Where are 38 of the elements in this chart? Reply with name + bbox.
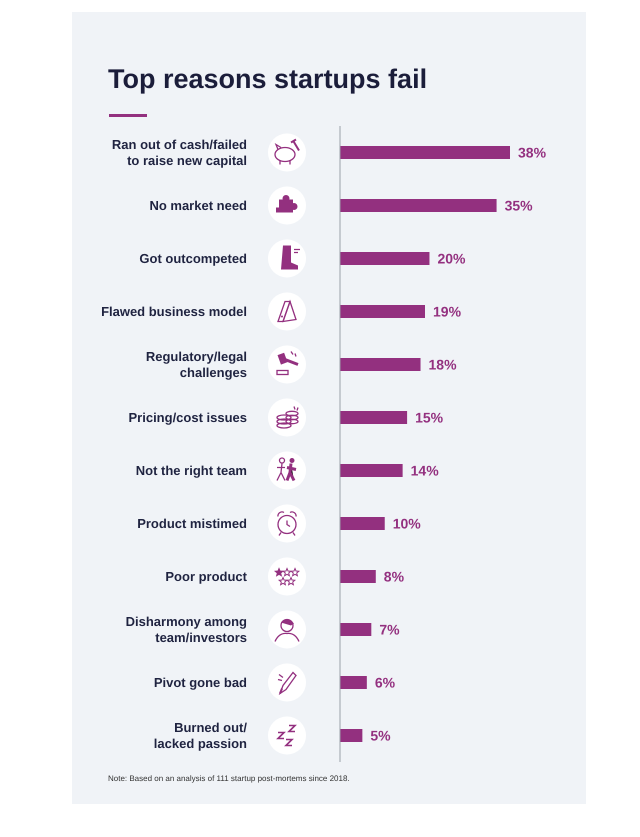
text: Note: Based on an analysis of 111 startup post-mortems since 2018.	[108, 774, 350, 783]
data-label: 10%	[392, 515, 422, 532]
y-tick-label: Got outcompeted	[139, 251, 248, 266]
y-tick-label: Poor product	[165, 569, 248, 584]
bar	[340, 464, 403, 477]
y-tick-label: Pivot gone bad	[154, 675, 248, 690]
data-label: 15%	[415, 409, 444, 426]
bar	[340, 623, 372, 636]
data-label: 18%	[428, 356, 458, 372]
bar	[340, 146, 510, 159]
data-label: 6%	[374, 674, 396, 690]
data-label: 38%	[518, 144, 547, 160]
data-label: 20%	[437, 250, 466, 266]
bar	[340, 411, 408, 424]
bar	[340, 358, 421, 371]
bar	[340, 729, 362, 742]
bar	[340, 676, 367, 689]
y-tick-label: Pricing/cost issues	[128, 410, 247, 426]
data-label: 14%	[410, 462, 440, 478]
data-label: 8%	[384, 568, 405, 584]
bar	[340, 199, 497, 212]
y-tick-label: Ran out of cash/failed to raise new capital	[112, 137, 248, 168]
bar	[340, 252, 430, 265]
data-label: 7%	[379, 621, 400, 638]
bar	[340, 517, 385, 530]
data-label: 5%	[370, 727, 392, 744]
data-label: 19%	[433, 303, 462, 320]
y-tick-label: Regulatory/legal challenges	[146, 349, 247, 380]
bar	[340, 570, 376, 583]
bar	[340, 305, 425, 318]
chart-title: Top reasons startups fail	[108, 64, 428, 95]
y-tick-label: Flawed business model	[101, 304, 247, 320]
y-tick-label: Disharmony among team/investors	[126, 614, 248, 646]
y-tick-label: Burned out/ lacked passion	[154, 720, 248, 752]
y-tick-label: Not the right team	[136, 463, 247, 478]
data-label: 35%	[504, 197, 534, 214]
y-tick-label: No market need	[149, 198, 248, 214]
y-tick-label: Product mistimed	[137, 516, 248, 532]
